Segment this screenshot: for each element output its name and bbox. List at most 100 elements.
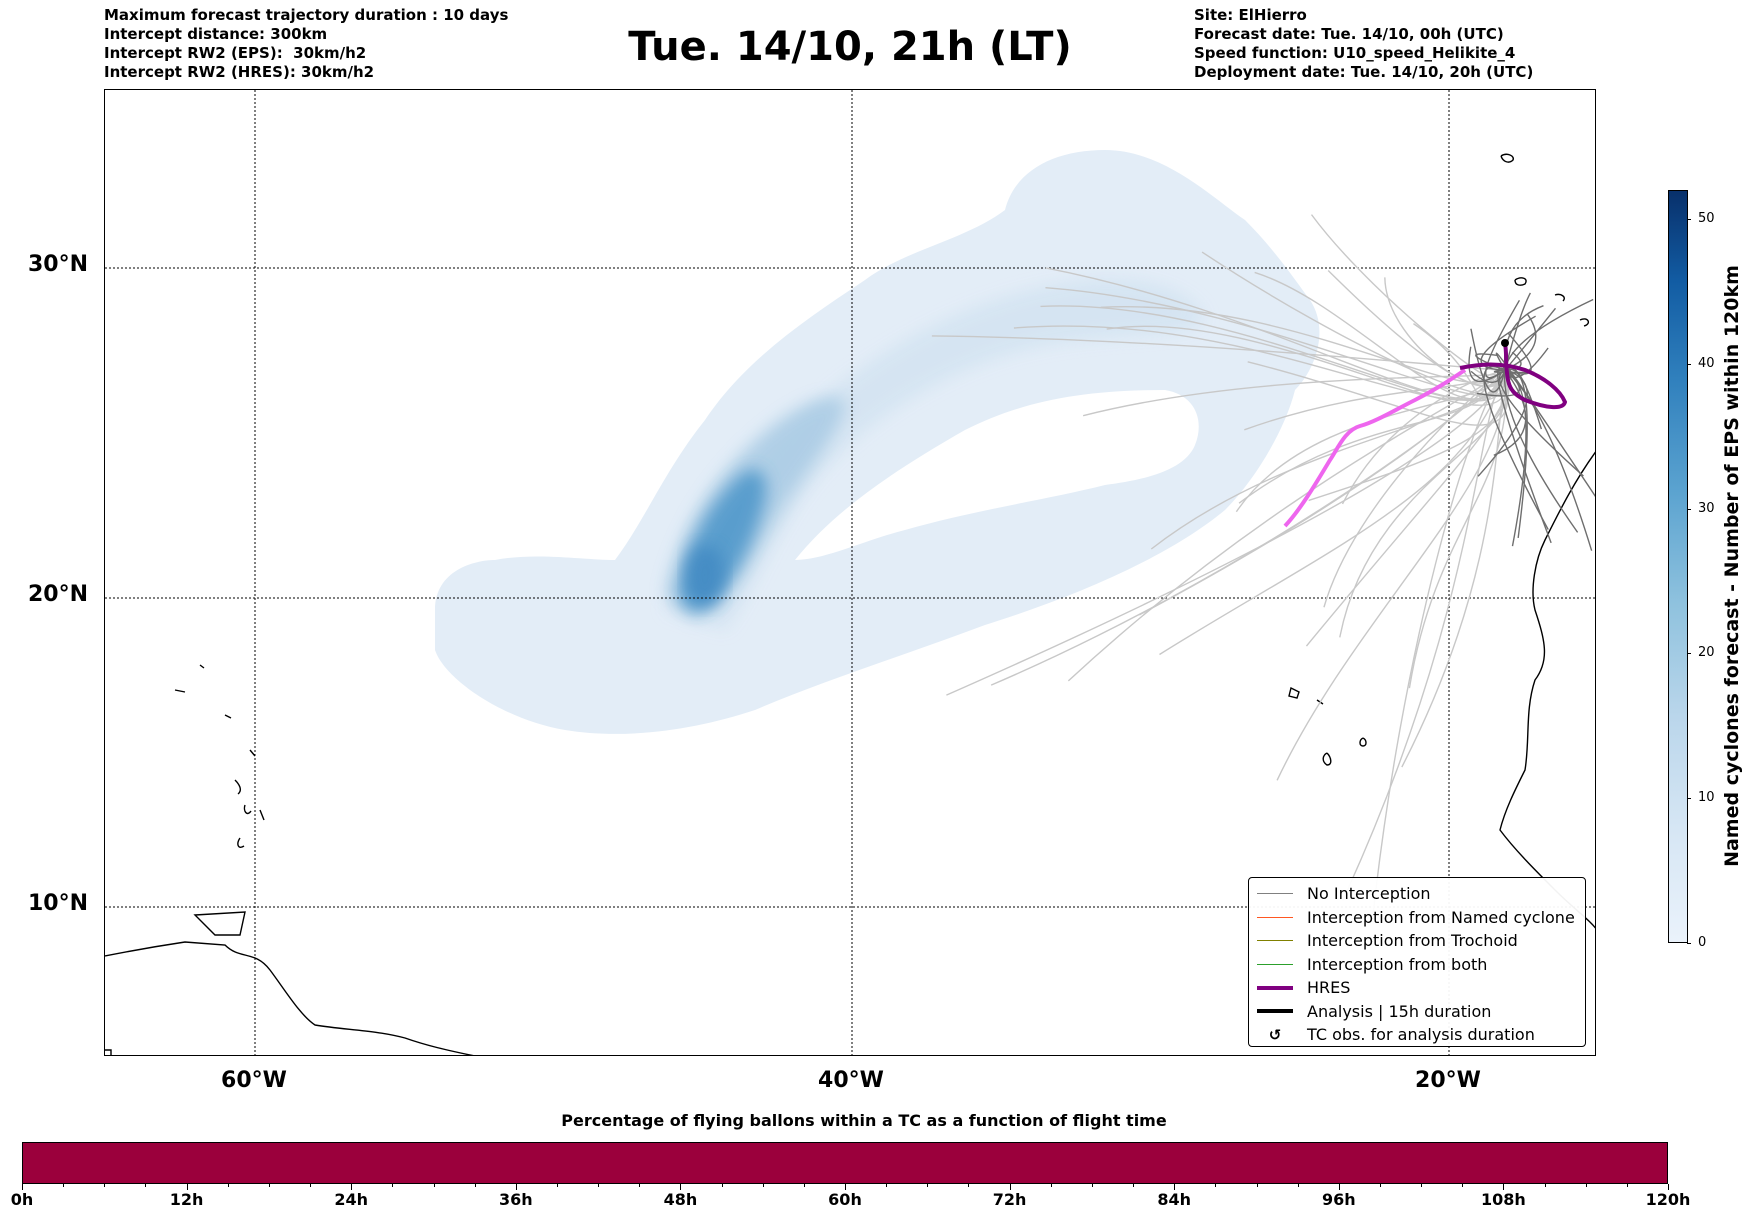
timebar-tick xyxy=(227,1184,229,1187)
lon-label-60w: 60°W xyxy=(221,1068,287,1093)
timebar-label: 96h xyxy=(1321,1190,1356,1209)
eps-trajectory xyxy=(1247,361,1509,426)
timebar xyxy=(22,1142,1668,1184)
timebar-label: 84h xyxy=(1157,1190,1192,1209)
eps-trajectory xyxy=(1235,369,1506,513)
eps-trajectory xyxy=(1493,369,1535,374)
timebar-tick xyxy=(1256,1184,1258,1187)
eps-trajectory xyxy=(1401,369,1506,768)
legend-line-both xyxy=(1257,963,1293,965)
coast-lesser-antilles xyxy=(174,664,265,848)
timebar-tick xyxy=(721,1184,723,1187)
param-duration: Maximum forecast trajectory duration : 1… xyxy=(104,6,509,24)
coast-africa xyxy=(1499,451,1595,929)
timebar-tick xyxy=(1626,1184,1628,1187)
legend-line-named-cyclone xyxy=(1257,916,1293,918)
eps-trajectory xyxy=(1470,328,1506,393)
timebar-tick xyxy=(845,1184,846,1190)
legend-item-both: Interception from both xyxy=(1255,953,1579,977)
eps-trajectory xyxy=(1495,352,1595,497)
timebar-tick xyxy=(104,1184,106,1187)
timebar-label: 60h xyxy=(828,1190,862,1209)
eps-trajectory xyxy=(1504,368,1528,539)
eps-trajectory xyxy=(1504,369,1593,551)
legend-item-tc-obs: ↺ TC obs. for analysis duration xyxy=(1255,1023,1579,1047)
lat-label-20n: 20°N xyxy=(27,582,88,607)
info-speed-function: Speed function: U10_speed_Helikite_4 xyxy=(1194,44,1516,62)
map-panel[interactable] xyxy=(104,89,1596,1056)
legend-item-hres: HRES xyxy=(1255,976,1579,1000)
legend-label: Analysis | 15h duration xyxy=(1307,1001,1492,1021)
map-canvas xyxy=(105,90,1595,1055)
timebar-tick xyxy=(1544,1184,1546,1187)
coast-madeira xyxy=(1500,153,1514,163)
timebar-tick xyxy=(1009,1184,1011,1190)
eps-trajectory xyxy=(1159,369,1506,656)
param-intercept-distance: Intercept distance: 300km xyxy=(104,25,328,43)
timebar-label: 12h xyxy=(169,1190,204,1209)
eps-trajectory xyxy=(1276,369,1507,781)
legend-item-trochoid: Interception from Trochoid xyxy=(1255,929,1579,953)
timebar-title: Percentage of flying ballons within a TC… xyxy=(561,1111,1167,1130)
coast-corner xyxy=(105,1049,112,1055)
timebar-tick xyxy=(556,1184,558,1187)
timebar-tick xyxy=(1338,1184,1340,1190)
eps-trajectory xyxy=(1384,277,1506,388)
timebar-label: 24h xyxy=(334,1190,369,1209)
timebar-tick xyxy=(1462,1184,1464,1187)
eps-trajectory xyxy=(1106,325,1508,406)
tc-symbol-icon: ↺ xyxy=(1268,1025,1282,1044)
legend-item-named-cyclone: Interception from Named cyclone xyxy=(1255,906,1579,930)
coastlines xyxy=(105,153,1595,1055)
hres-track-purple xyxy=(1459,343,1568,409)
timebar-tick xyxy=(1585,1184,1587,1187)
timebar-tick xyxy=(927,1184,929,1187)
lat-label-30n: 30°N xyxy=(27,252,88,277)
legend-line-analysis xyxy=(1257,1009,1293,1014)
timebar-tick xyxy=(1050,1184,1052,1187)
cyclone-density-field xyxy=(435,150,1320,734)
lat-label-10n: 10°N xyxy=(27,891,88,916)
timebar-tick xyxy=(1297,1184,1299,1187)
timebar-tick xyxy=(433,1184,435,1187)
timebar-tick xyxy=(968,1184,970,1187)
eps-trajectory xyxy=(1342,369,1506,901)
timebar-tick xyxy=(392,1184,394,1187)
timebar-tick xyxy=(1668,1184,1669,1190)
legend-line-trochoid xyxy=(1257,940,1293,942)
timebar-tick xyxy=(474,1184,476,1187)
timebar-tick xyxy=(351,1184,353,1190)
legend-label: No Interception xyxy=(1307,884,1431,904)
eps-trajectory xyxy=(1040,305,1506,402)
colorbar xyxy=(1668,190,1688,943)
info-deployment-date: Deployment date: Tue. 14/10, 20h (UTC) xyxy=(1194,63,1534,81)
timebar-tick xyxy=(145,1184,147,1187)
coast-canary-islands xyxy=(1514,277,1590,327)
colorbar-tick: 10 xyxy=(1687,790,1715,805)
timebar-tick xyxy=(639,1184,641,1187)
eps-trajectory xyxy=(1468,346,1506,383)
timebar-tick xyxy=(1174,1184,1176,1190)
density-hole xyxy=(795,390,1199,560)
timebar-tick xyxy=(598,1184,600,1187)
eps-trajectory xyxy=(1470,369,1506,383)
timebar-tick xyxy=(803,1184,805,1187)
legend-item-no-interception: No Interception xyxy=(1255,882,1579,906)
param-rw2-hres: Intercept RW2 (HRES): 30km/h2 xyxy=(104,63,375,81)
timebar-tick xyxy=(680,1184,682,1190)
density-peak xyxy=(685,545,725,605)
analysis-marker xyxy=(1501,339,1509,347)
graticule xyxy=(105,90,1595,1055)
eps-trajectory xyxy=(1504,369,1527,547)
timebar-label: 48h xyxy=(663,1190,698,1209)
eps-trajectory xyxy=(1477,369,1528,477)
timebar-tick xyxy=(268,1184,270,1187)
timebar-tick xyxy=(1379,1184,1381,1187)
legend-label: HRES xyxy=(1307,978,1351,998)
legend-item-analysis: Analysis | 15h duration xyxy=(1255,1000,1579,1024)
eps-trajectory xyxy=(1483,365,1549,530)
timebar-tick xyxy=(1215,1184,1217,1187)
colorbar-tick: 50 xyxy=(1687,211,1715,226)
timebar-tick xyxy=(1421,1184,1423,1187)
timebar-tick xyxy=(1133,1184,1135,1187)
